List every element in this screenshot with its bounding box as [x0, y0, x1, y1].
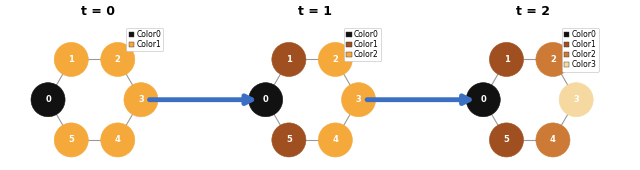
- Text: 1: 1: [68, 55, 74, 64]
- Circle shape: [248, 83, 283, 117]
- Circle shape: [54, 42, 88, 76]
- Text: 3: 3: [138, 95, 144, 104]
- Text: t = 2: t = 2: [516, 5, 550, 18]
- Text: 0: 0: [481, 95, 486, 104]
- Text: 4: 4: [550, 135, 556, 144]
- Circle shape: [490, 42, 524, 76]
- Circle shape: [272, 42, 306, 76]
- Text: 0: 0: [263, 95, 269, 104]
- Circle shape: [100, 42, 135, 76]
- Circle shape: [342, 83, 376, 117]
- Text: 4: 4: [115, 135, 121, 144]
- Text: 3: 3: [356, 95, 362, 104]
- Text: 4: 4: [332, 135, 339, 144]
- Text: 2: 2: [332, 55, 339, 64]
- Circle shape: [536, 123, 570, 157]
- Circle shape: [54, 123, 88, 157]
- Text: 5: 5: [68, 135, 74, 144]
- Circle shape: [466, 83, 500, 117]
- Text: 2: 2: [550, 55, 556, 64]
- Legend: Color0, Color1, Color2: Color0, Color1, Color2: [344, 28, 381, 62]
- Circle shape: [124, 83, 158, 117]
- Text: 1: 1: [504, 55, 509, 64]
- Circle shape: [536, 42, 570, 76]
- Circle shape: [100, 123, 135, 157]
- Circle shape: [559, 83, 593, 117]
- Text: t = 0: t = 0: [81, 5, 115, 18]
- Text: 3: 3: [573, 95, 579, 104]
- Text: t = 1: t = 1: [298, 5, 332, 18]
- Text: 5: 5: [504, 135, 509, 144]
- Legend: Color0, Color1: Color0, Color1: [126, 28, 163, 51]
- Circle shape: [318, 42, 353, 76]
- Legend: Color0, Color1, Color2, Color3: Color0, Color1, Color2, Color3: [561, 28, 598, 72]
- Circle shape: [272, 123, 306, 157]
- Circle shape: [31, 83, 65, 117]
- Text: 0: 0: [45, 95, 51, 104]
- Circle shape: [490, 123, 524, 157]
- Circle shape: [318, 123, 353, 157]
- Text: 2: 2: [115, 55, 121, 64]
- Text: 5: 5: [286, 135, 292, 144]
- Text: 1: 1: [286, 55, 292, 64]
